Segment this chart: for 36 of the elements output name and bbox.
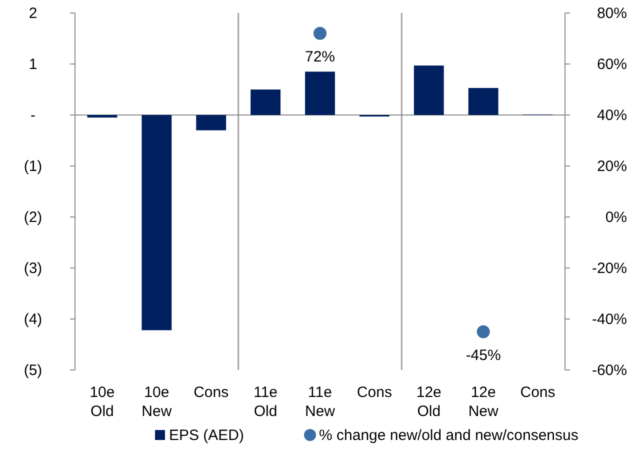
y-tick-label: 1 bbox=[28, 56, 38, 73]
y-tick-label: (3) bbox=[24, 260, 42, 277]
y2-tick-label: 20% bbox=[596, 158, 627, 175]
y-tick-label: (5) bbox=[24, 362, 42, 379]
y2-tick-label: -60% bbox=[592, 362, 627, 379]
bar bbox=[196, 115, 226, 130]
x-tick-label: 10e Old bbox=[90, 384, 115, 420]
y-tick-label: 2 bbox=[28, 5, 38, 22]
bar bbox=[468, 88, 498, 115]
y-tick-label: (4) bbox=[24, 311, 42, 328]
data-label: 72% bbox=[304, 48, 336, 66]
bar bbox=[305, 72, 335, 115]
y-tick-label: (2) bbox=[24, 209, 42, 226]
x-tick-label: Cons bbox=[356, 384, 392, 401]
x-tick-label: 12e New bbox=[468, 384, 498, 420]
y2-tick-label: 60% bbox=[596, 56, 627, 73]
x-tick-label: 12e Old bbox=[416, 384, 442, 420]
y2-tick-label: 80% bbox=[596, 5, 627, 22]
x-tick-label: 11e New bbox=[304, 384, 336, 420]
x-tick-label: Cons bbox=[520, 384, 556, 401]
data-label: -45% bbox=[466, 346, 501, 364]
y-tick-label: - bbox=[30, 107, 36, 124]
bar bbox=[414, 66, 444, 115]
x-tick-label: 10e New bbox=[142, 384, 172, 420]
bar bbox=[250, 90, 281, 115]
legend-label: % change new/old and new/consensus bbox=[319, 427, 578, 444]
bar bbox=[142, 115, 172, 330]
x-tick-label: Cons bbox=[194, 384, 229, 401]
bar bbox=[87, 115, 118, 118]
y-tick-label: (1) bbox=[24, 158, 42, 175]
x-tick-label: 11e Old bbox=[254, 384, 278, 420]
y2-tick-label: -20% bbox=[592, 260, 627, 277]
legend-label: EPS (AED) bbox=[169, 427, 244, 444]
y2-tick-label: -40% bbox=[592, 311, 627, 328]
y2-tick-label: 0% bbox=[605, 209, 627, 226]
y2-tick-label: 40% bbox=[596, 107, 627, 124]
